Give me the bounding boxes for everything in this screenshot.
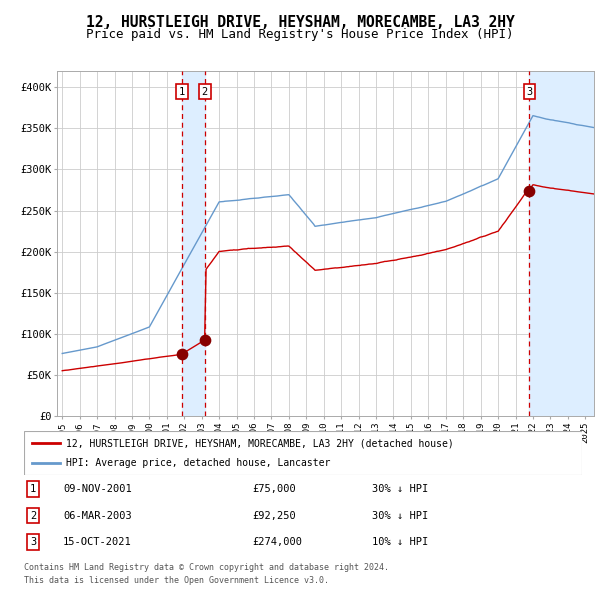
Text: £92,250: £92,250: [252, 510, 296, 520]
Point: [177, 350, 187, 359]
Point: [200, 336, 209, 345]
Text: 3: 3: [526, 87, 532, 97]
Text: 15-OCT-2021: 15-OCT-2021: [63, 537, 132, 547]
Text: Price paid vs. HM Land Registry's House Price Index (HPI): Price paid vs. HM Land Registry's House …: [86, 28, 514, 41]
Bar: [529, 71, 594, 416]
Text: HPI: Average price, detached house, Lancaster: HPI: Average price, detached house, Lanc…: [66, 458, 330, 467]
Text: 3: 3: [30, 537, 36, 547]
Text: 12, HURSTLEIGH DRIVE, HEYSHAM, MORECAMBE, LA3 2HY (detached house): 12, HURSTLEIGH DRIVE, HEYSHAM, MORECAMBE…: [66, 438, 454, 448]
Text: 2: 2: [30, 510, 36, 520]
FancyBboxPatch shape: [24, 431, 582, 475]
Bar: [182, 71, 205, 416]
Text: £274,000: £274,000: [252, 537, 302, 547]
Point: [524, 186, 534, 195]
Text: £75,000: £75,000: [252, 484, 296, 494]
Text: Contains HM Land Registry data © Crown copyright and database right 2024.: Contains HM Land Registry data © Crown c…: [24, 563, 389, 572]
Text: 06-MAR-2003: 06-MAR-2003: [63, 510, 132, 520]
Text: 30% ↓ HPI: 30% ↓ HPI: [372, 484, 428, 494]
Text: 10% ↓ HPI: 10% ↓ HPI: [372, 537, 428, 547]
Text: This data is licensed under the Open Government Licence v3.0.: This data is licensed under the Open Gov…: [24, 576, 329, 585]
Text: 09-NOV-2001: 09-NOV-2001: [63, 484, 132, 494]
Text: 2: 2: [202, 87, 208, 97]
Text: 12, HURSTLEIGH DRIVE, HEYSHAM, MORECAMBE, LA3 2HY: 12, HURSTLEIGH DRIVE, HEYSHAM, MORECAMBE…: [86, 15, 514, 30]
Text: 1: 1: [179, 87, 185, 97]
Text: 1: 1: [30, 484, 36, 494]
Text: 30% ↓ HPI: 30% ↓ HPI: [372, 510, 428, 520]
